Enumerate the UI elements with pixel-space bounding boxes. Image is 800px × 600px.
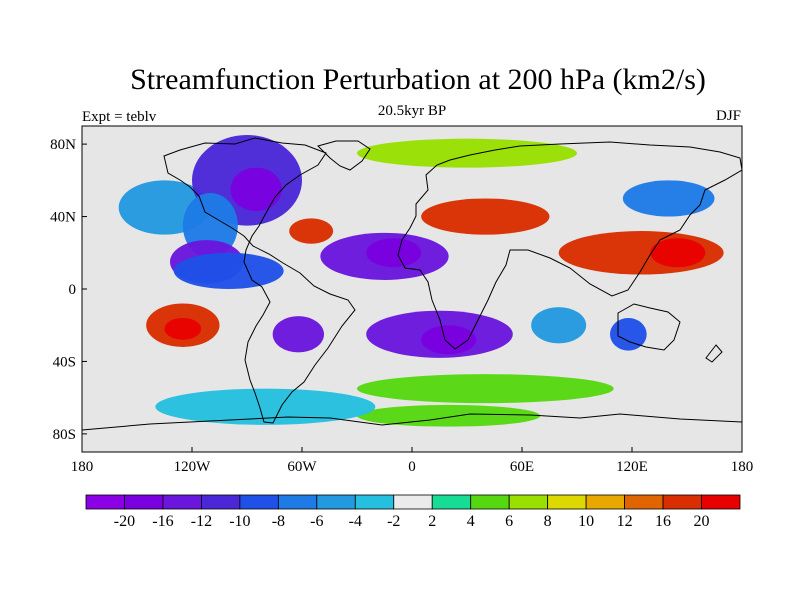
contour-feature-indian-ocean-low	[531, 307, 587, 344]
colorbar-swatch	[508, 494, 549, 510]
y-tick-label: 40S	[53, 354, 76, 370]
colorbar-swatch	[201, 494, 241, 510]
season-label: DJF	[716, 108, 741, 124]
colorbar-label: -8	[272, 513, 285, 530]
contour-feature-arctic-ridge	[357, 138, 577, 168]
x-tick-label: 180	[71, 459, 94, 475]
figure-title: Streamfunction Perturbation at 200 hPa (…	[130, 63, 706, 96]
contour-feature-tropical-atlantic-core	[366, 238, 422, 268]
colorbar-swatch	[85, 494, 125, 510]
contour-feature-southern-ocean-band	[357, 374, 614, 404]
colorbar-label: 6	[505, 513, 513, 530]
coastline-new-zealand	[705, 344, 723, 363]
colorbar-label: 8	[544, 513, 552, 530]
contour-feature-atlantic-ridge	[289, 218, 334, 244]
x-tick-label: 180	[731, 459, 754, 475]
contour-feature-east-asia-core	[650, 238, 706, 268]
colorbar-label: 12	[617, 513, 633, 530]
y-tick-label: 80S	[53, 427, 76, 443]
contour-feature-south-america-low	[272, 316, 325, 353]
colorbar-swatch	[162, 494, 202, 510]
colorbar-label: -4	[349, 513, 362, 530]
time-label: 20.5kyr BP	[378, 103, 446, 119]
colorbar-swatch	[277, 494, 318, 510]
colorbar-label: 2	[428, 513, 436, 530]
colorbar-label: 10	[578, 513, 594, 530]
y-tick-label: 80N	[50, 137, 76, 153]
colorbar-swatch	[470, 494, 510, 510]
contour-feature-australia-low	[610, 317, 647, 351]
colorbar-swatch	[624, 494, 664, 510]
colorbar-swatch	[585, 494, 625, 510]
colorbar-label: 4	[467, 513, 475, 530]
colorbar-swatch	[547, 494, 587, 510]
coastline-eurasia-africa	[397, 141, 742, 350]
colorbar-label: -2	[387, 513, 400, 530]
colorbar-swatch	[393, 494, 433, 510]
colorbar-swatch	[431, 494, 472, 510]
colorbar-swatch	[662, 494, 702, 510]
colorbar-label: 16	[655, 513, 671, 530]
coastline-layer	[82, 137, 742, 431]
y-tick-label: 40N	[50, 210, 76, 226]
contour-feature-south-africa-core	[421, 325, 477, 355]
colorbar-label: 20	[694, 513, 710, 530]
contour-feature-east-pacific-low	[173, 252, 284, 289]
colorbar-label: -12	[191, 513, 212, 530]
y-tick-label: 0	[69, 282, 77, 298]
colorbar-label: -6	[310, 513, 323, 530]
colorbar-swatch	[124, 494, 164, 510]
contour-feature-eurasian-ridge	[421, 198, 550, 235]
colorbar-swatch	[701, 494, 741, 510]
colorbar-swatch	[354, 494, 395, 510]
x-tick-label: 60W	[287, 459, 317, 475]
colorbar: -20 -16 -12 -10 -8 -6 -4 -2 2 4 6 8 10 12 16 20	[85, 494, 741, 530]
map-panel: 180 120W 60W 0 60E 120E 180 80N 40N 0 40S 80S	[50, 125, 753, 475]
colorbar-swatch	[239, 494, 279, 510]
colorbar-label: -16	[152, 513, 173, 530]
x-tick-label: 60E	[510, 459, 534, 475]
map-tick-layer: 180 120W 60W 0 60E 120E 180 80N 40N 0 40S 80S	[50, 137, 753, 475]
contour-feature-siberia-low	[622, 180, 715, 217]
coastline-north-america	[163, 137, 356, 424]
coastline-australia	[617, 303, 681, 351]
coastline-greenland	[317, 140, 371, 171]
contour-feature-south-pacific-core	[164, 317, 202, 340]
x-tick-label: 120E	[616, 459, 648, 475]
colorbar-label: -20	[114, 513, 135, 530]
contour-feature-southern-atlantic-low	[155, 388, 376, 425]
contour-feature-antarctic-ridge	[357, 404, 541, 427]
contour-feature-canada-low-core	[230, 167, 282, 212]
coastline-antarctica	[82, 413, 742, 431]
colorbar-label: -10	[229, 513, 250, 530]
x-tick-label: 0	[408, 459, 416, 475]
experiment-label: Expt = teblv	[82, 109, 157, 125]
colorbar-swatch	[316, 494, 356, 510]
x-tick-label: 120W	[174, 459, 212, 475]
